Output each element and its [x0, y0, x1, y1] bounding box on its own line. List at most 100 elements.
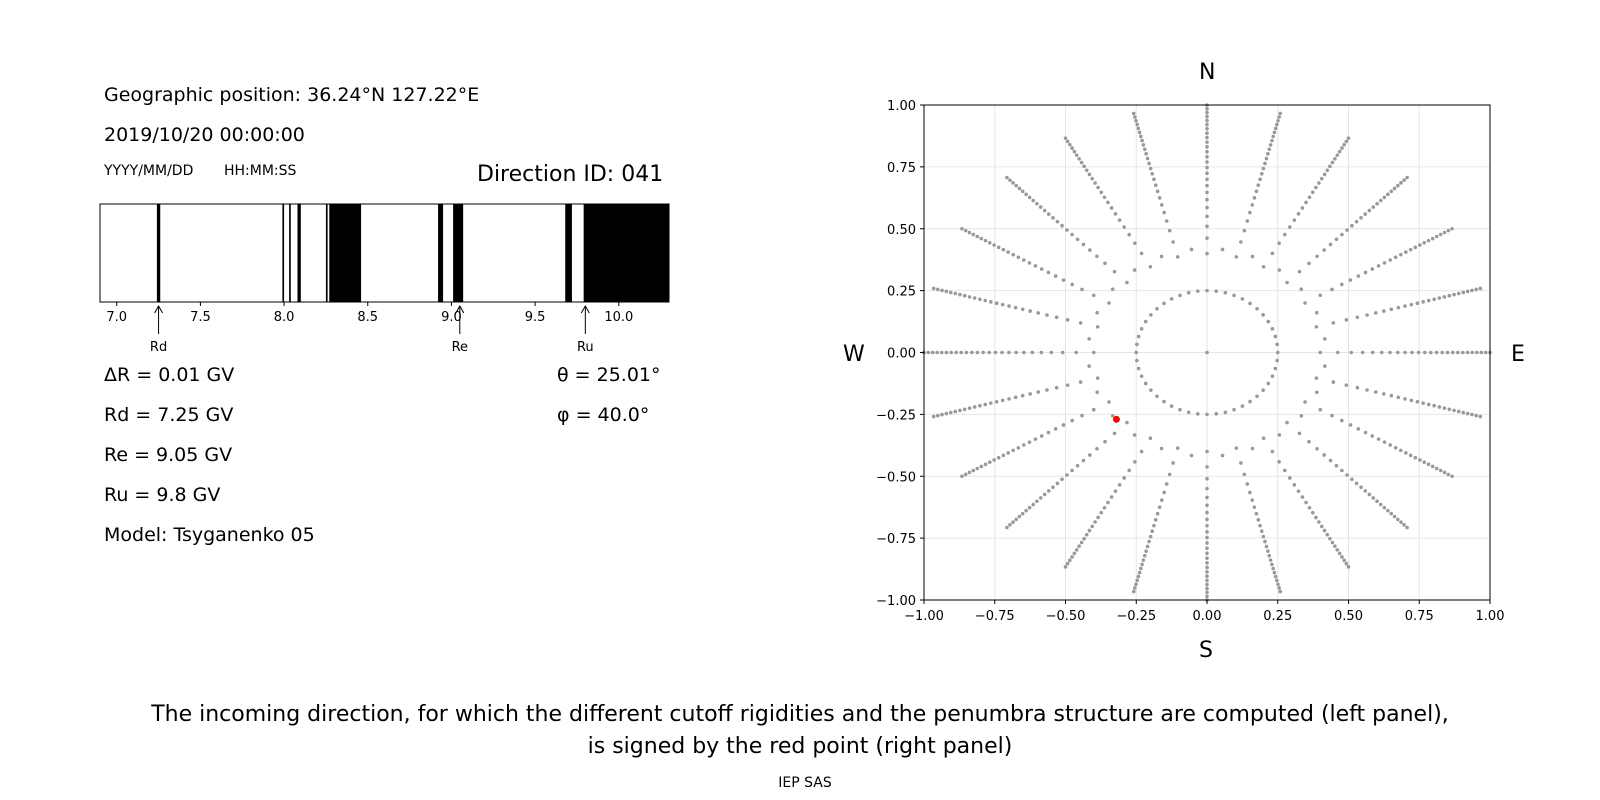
direction-point — [994, 399, 999, 404]
direction-point — [1350, 223, 1354, 228]
y-tick-label: −0.50 — [876, 470, 916, 485]
direction-point — [1147, 161, 1151, 166]
direction-point — [1403, 397, 1407, 401]
direction-point — [1205, 224, 1209, 229]
direction-point — [1340, 146, 1344, 150]
direction-point — [1470, 288, 1474, 293]
direction-point — [1142, 553, 1147, 558]
direction-point — [1483, 350, 1488, 355]
direction-point — [948, 290, 953, 295]
direction-point — [1020, 511, 1025, 516]
direction-point — [1325, 168, 1330, 173]
direction-point — [972, 296, 977, 300]
direction-point — [1270, 251, 1275, 256]
direction-point — [1261, 388, 1265, 392]
direction-point — [1039, 434, 1044, 438]
direction-point — [1434, 350, 1439, 355]
direction-point — [1195, 412, 1200, 416]
direction-point — [1027, 505, 1032, 510]
direction-point — [1317, 181, 1321, 185]
direction-point — [1082, 164, 1086, 169]
direction-point — [1053, 427, 1058, 431]
direction-point — [1421, 401, 1425, 405]
direction-point — [1205, 236, 1209, 240]
direction-point — [1359, 216, 1363, 220]
direction-point — [1370, 350, 1375, 355]
direction-point — [1205, 570, 1209, 574]
direction-point — [1223, 290, 1228, 295]
direction-point — [1006, 451, 1010, 455]
direction-point — [1335, 350, 1340, 355]
direction-point — [1373, 311, 1378, 315]
direction-point — [1000, 350, 1004, 355]
direction-point — [1205, 495, 1209, 500]
direction-point — [1350, 477, 1354, 482]
forbidden-band — [453, 204, 464, 302]
direction-point — [1205, 160, 1209, 164]
direction-point — [1175, 446, 1180, 450]
direction-point — [1070, 418, 1075, 423]
direction-point — [1169, 297, 1174, 301]
direction-point — [1220, 453, 1225, 458]
direction-point — [1171, 461, 1175, 465]
direction-point — [1137, 130, 1142, 135]
direction-point — [1452, 408, 1456, 413]
direction-point — [1045, 388, 1049, 392]
direction-point — [1135, 578, 1139, 583]
direction-point — [1349, 350, 1354, 355]
direction-point — [1396, 350, 1400, 355]
direction-point — [1022, 350, 1026, 355]
direction-point — [1275, 358, 1279, 363]
direction-point — [1112, 269, 1117, 274]
direction-point — [1205, 476, 1209, 481]
compass-east: E — [1511, 342, 1525, 367]
direction-point — [1139, 327, 1144, 331]
direction-point — [987, 241, 992, 245]
direction-point — [1255, 394, 1259, 399]
direction-point — [967, 230, 972, 235]
direction-point — [1422, 241, 1427, 245]
direction-point — [1234, 446, 1239, 450]
direction-point — [1388, 443, 1392, 447]
rd-value: Rd = 7.25 GV — [104, 404, 234, 426]
direction-point — [1028, 392, 1032, 396]
direction-point — [1144, 549, 1148, 553]
direction-point — [1053, 274, 1058, 278]
direction-point — [1134, 582, 1138, 587]
direction-point — [1442, 470, 1447, 475]
direction-point — [1250, 446, 1255, 451]
direction-point — [1102, 195, 1107, 200]
direction-point — [935, 350, 939, 355]
direction-point — [987, 460, 992, 464]
direction-point — [1405, 175, 1409, 180]
theta-value: θ = 25.01° — [557, 364, 661, 386]
direction-point — [1205, 197, 1209, 202]
direction-point — [1205, 190, 1209, 195]
direction-point — [1340, 232, 1344, 237]
direction-point — [1138, 566, 1143, 571]
direction-point — [1135, 358, 1139, 363]
direction-point — [978, 403, 982, 408]
direction-point — [1363, 489, 1368, 493]
direction-point — [1046, 270, 1051, 275]
direction-point — [1317, 520, 1321, 524]
direction-point — [1264, 544, 1269, 549]
direction-point — [1432, 297, 1436, 302]
direction-point — [1461, 410, 1466, 415]
direction-point — [1378, 198, 1383, 203]
direction-point — [1139, 251, 1144, 256]
direction-point — [1267, 147, 1272, 152]
direction-point — [1065, 561, 1070, 566]
direction-point — [1109, 495, 1114, 499]
direction-point — [1014, 517, 1018, 522]
direction-point — [1150, 529, 1155, 534]
direction-point — [1418, 458, 1422, 462]
direction-point — [1153, 518, 1158, 522]
direction-point — [1016, 445, 1021, 450]
direction-point — [1205, 177, 1209, 182]
direction-point — [1437, 296, 1442, 300]
direction-point — [1141, 143, 1146, 147]
direction-point — [1382, 440, 1387, 444]
direction-point — [1307, 261, 1311, 266]
direction-point — [1106, 500, 1110, 505]
